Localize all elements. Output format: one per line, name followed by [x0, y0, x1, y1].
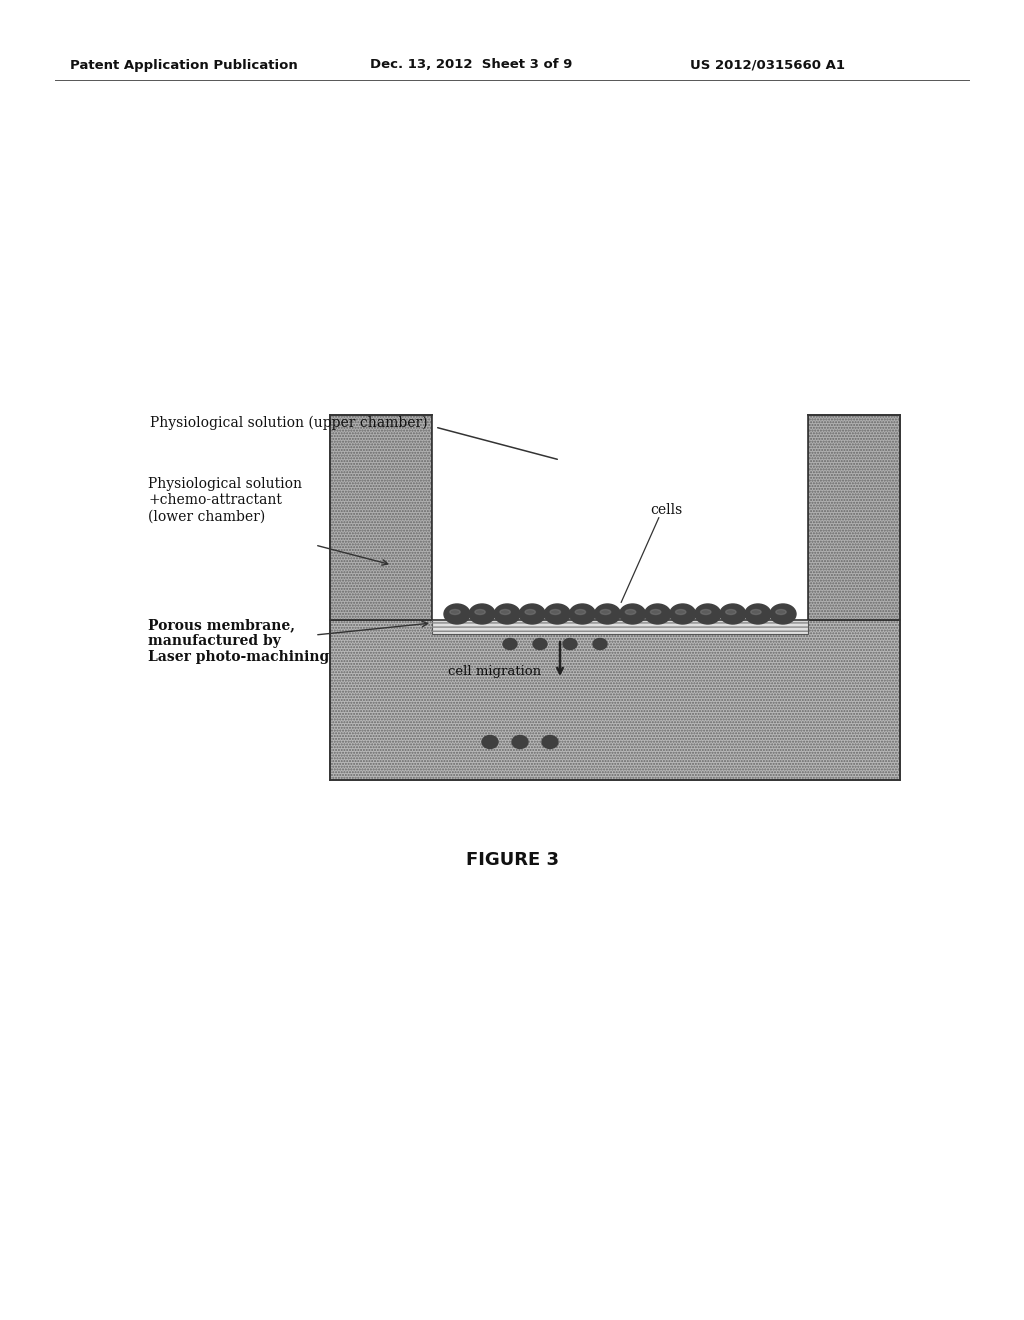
Text: Physiological solution (upper chamber): Physiological solution (upper chamber) — [150, 416, 428, 430]
Ellipse shape — [503, 639, 517, 649]
Ellipse shape — [482, 735, 498, 748]
Ellipse shape — [593, 639, 607, 649]
Ellipse shape — [751, 610, 761, 615]
Text: Patent Application Publication: Patent Application Publication — [70, 58, 298, 71]
Text: US 2012/0315660 A1: US 2012/0315660 A1 — [690, 58, 845, 71]
Bar — [330, 620, 900, 780]
Ellipse shape — [475, 610, 485, 615]
Ellipse shape — [550, 610, 560, 615]
Ellipse shape — [770, 605, 796, 624]
Ellipse shape — [569, 605, 595, 624]
Ellipse shape — [645, 605, 671, 624]
Ellipse shape — [700, 610, 711, 615]
Bar — [432, 414, 808, 620]
Text: FIGURE 3: FIGURE 3 — [466, 851, 558, 869]
Ellipse shape — [720, 605, 745, 624]
Text: Physiological solution
+chemo-attractant
(lower chamber): Physiological solution +chemo-attractant… — [148, 477, 302, 523]
Ellipse shape — [525, 610, 536, 615]
Ellipse shape — [670, 605, 695, 624]
Ellipse shape — [726, 610, 736, 615]
Text: cell migration: cell migration — [449, 665, 541, 678]
Text: cells: cells — [650, 503, 682, 517]
Ellipse shape — [676, 610, 686, 615]
Ellipse shape — [450, 610, 460, 615]
Ellipse shape — [469, 605, 495, 624]
Ellipse shape — [512, 735, 528, 748]
Text: Porous membrane,
manufactured by
Laser photo-machining: Porous membrane, manufactured by Laser p… — [148, 618, 330, 664]
Bar — [330, 620, 900, 780]
Ellipse shape — [534, 639, 547, 649]
Ellipse shape — [519, 605, 545, 624]
Bar — [432, 620, 808, 634]
Ellipse shape — [545, 605, 570, 624]
Ellipse shape — [542, 735, 558, 748]
Ellipse shape — [444, 605, 470, 624]
Bar — [330, 414, 432, 620]
Bar — [330, 414, 432, 620]
Bar — [808, 414, 900, 620]
Text: Dec. 13, 2012  Sheet 3 of 9: Dec. 13, 2012 Sheet 3 of 9 — [370, 58, 572, 71]
Ellipse shape — [650, 610, 660, 615]
Ellipse shape — [626, 610, 636, 615]
Ellipse shape — [575, 610, 586, 615]
Ellipse shape — [744, 605, 771, 624]
Ellipse shape — [595, 605, 621, 624]
Ellipse shape — [600, 610, 610, 615]
Ellipse shape — [620, 605, 645, 624]
Ellipse shape — [500, 610, 510, 615]
Ellipse shape — [495, 605, 520, 624]
Ellipse shape — [563, 639, 577, 649]
Bar — [808, 414, 900, 620]
Ellipse shape — [776, 610, 786, 615]
Ellipse shape — [694, 605, 721, 624]
Bar — [432, 620, 808, 634]
